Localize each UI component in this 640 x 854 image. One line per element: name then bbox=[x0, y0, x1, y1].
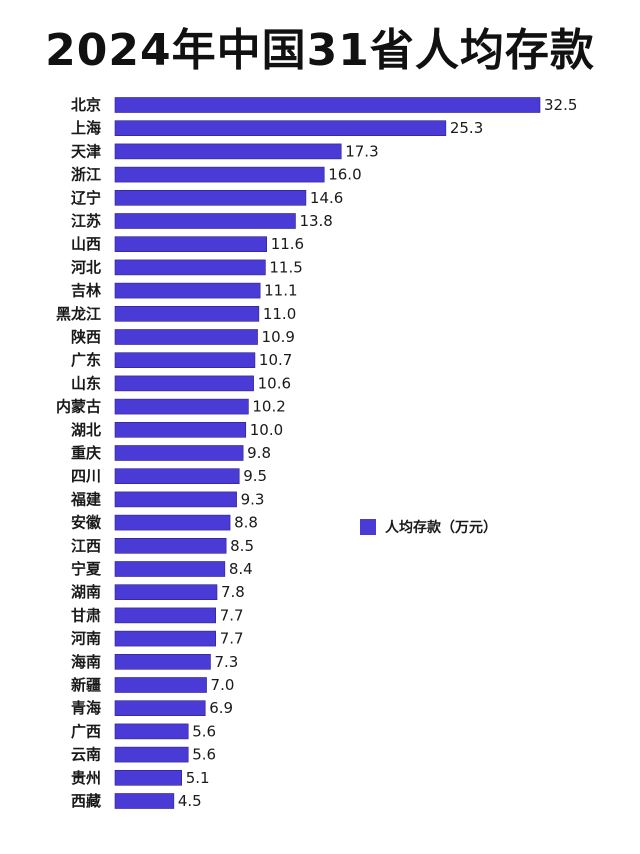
data-label: 10.7 bbox=[259, 351, 292, 369]
data-label: 7.8 bbox=[221, 583, 245, 601]
bar bbox=[114, 282, 261, 299]
data-label: 6.9 bbox=[209, 699, 233, 717]
bar bbox=[114, 97, 541, 113]
category-label: 河北 bbox=[71, 258, 101, 276]
chart-legend: 人均存款（万元） bbox=[360, 519, 497, 536]
category-label: 青海 bbox=[71, 699, 101, 717]
category-label: 贵州 bbox=[71, 769, 101, 787]
category-label: 广东 bbox=[71, 351, 101, 369]
category-label: 宁夏 bbox=[71, 560, 102, 578]
category-label: 湖北 bbox=[71, 421, 101, 439]
category-label: 广西 bbox=[71, 722, 101, 740]
category-label: 重庆 bbox=[71, 444, 101, 462]
category-label: 上海 bbox=[71, 119, 101, 137]
chart-title: 2024年中国31省人均存款 bbox=[45, 25, 595, 76]
bar bbox=[114, 166, 325, 183]
data-label: 17.3 bbox=[345, 142, 378, 160]
data-label: 5.6 bbox=[192, 746, 216, 764]
category-label: 新疆 bbox=[71, 676, 101, 694]
bar bbox=[114, 213, 296, 229]
category-label: 甘肃 bbox=[71, 606, 101, 624]
category-label: 江苏 bbox=[71, 212, 101, 230]
category-label: 辽宁 bbox=[71, 189, 101, 207]
bar bbox=[114, 630, 216, 647]
bar bbox=[114, 561, 226, 577]
data-label: 7.3 bbox=[214, 653, 238, 671]
data-label: 14.6 bbox=[310, 189, 343, 207]
data-label: 11.0 bbox=[263, 305, 296, 323]
category-label: 西藏 bbox=[71, 792, 101, 810]
data-label: 13.8 bbox=[299, 212, 332, 230]
bar bbox=[114, 653, 211, 670]
category-label: 北京 bbox=[71, 96, 101, 114]
bar bbox=[114, 468, 240, 485]
bar bbox=[114, 491, 237, 508]
bar bbox=[114, 700, 206, 717]
bar bbox=[114, 305, 260, 322]
bar bbox=[114, 120, 447, 136]
bar bbox=[114, 584, 218, 601]
data-label: 7.7 bbox=[220, 630, 244, 648]
bar bbox=[114, 352, 256, 369]
data-label: 9.5 bbox=[243, 467, 267, 485]
bar bbox=[114, 190, 307, 206]
category-label: 河南 bbox=[71, 630, 101, 648]
bar bbox=[114, 445, 244, 461]
data-label: 9.8 bbox=[247, 444, 271, 462]
data-label: 9.3 bbox=[241, 490, 265, 508]
category-label: 江西 bbox=[71, 537, 101, 555]
data-label: 11.6 bbox=[271, 235, 304, 253]
bars-layer: 北京 32.5 上海 25.3 天津 17.3 浙江 16.0 辽宁 14.6 江苏 13.8 山西 11… bbox=[56, 96, 577, 810]
data-label: 32.5 bbox=[544, 96, 577, 114]
data-label: 7.0 bbox=[211, 676, 235, 694]
bar bbox=[114, 375, 254, 392]
data-label: 16.0 bbox=[328, 166, 361, 184]
category-label: 湖南 bbox=[71, 583, 101, 601]
data-label: 11.1 bbox=[264, 282, 297, 300]
category-label: 山东 bbox=[71, 374, 101, 392]
bar bbox=[114, 143, 342, 160]
category-label: 内蒙古 bbox=[56, 398, 101, 416]
bar bbox=[114, 607, 216, 624]
bar bbox=[114, 677, 207, 693]
category-label: 四川 bbox=[71, 467, 101, 485]
bar bbox=[114, 421, 247, 438]
bar bbox=[114, 537, 227, 554]
bar bbox=[114, 746, 189, 763]
bar bbox=[114, 259, 266, 276]
legend-swatch bbox=[360, 519, 376, 535]
data-label: 10.2 bbox=[252, 398, 285, 416]
legend-label: 人均存款（万元） bbox=[385, 519, 497, 536]
data-label: 5.1 bbox=[186, 769, 210, 787]
data-label: 10.0 bbox=[250, 421, 283, 439]
category-label: 陕西 bbox=[71, 328, 101, 346]
data-label: 4.5 bbox=[178, 792, 202, 810]
data-label: 5.6 bbox=[192, 722, 216, 740]
bar bbox=[114, 329, 258, 345]
category-label: 山西 bbox=[71, 235, 101, 253]
bar bbox=[114, 236, 267, 252]
data-label: 10.9 bbox=[262, 328, 295, 346]
category-label: 黑龙江 bbox=[56, 305, 101, 323]
category-label: 天津 bbox=[71, 142, 101, 160]
data-label: 8.5 bbox=[230, 537, 254, 555]
bar bbox=[114, 723, 189, 740]
data-label: 7.7 bbox=[220, 606, 244, 624]
data-label: 11.5 bbox=[269, 258, 302, 276]
data-label: 8.4 bbox=[229, 560, 253, 578]
data-label: 10.6 bbox=[258, 374, 291, 392]
category-label: 安徽 bbox=[71, 514, 102, 532]
data-label: 8.8 bbox=[234, 514, 258, 532]
data-label: 25.3 bbox=[450, 119, 483, 137]
bar bbox=[114, 793, 175, 809]
category-label: 吉林 bbox=[71, 282, 102, 300]
bar bbox=[114, 769, 182, 786]
category-label: 云南 bbox=[71, 746, 101, 764]
bar bbox=[114, 514, 231, 531]
category-label: 海南 bbox=[71, 653, 101, 671]
bar bbox=[114, 398, 249, 415]
category-label: 浙江 bbox=[71, 166, 101, 184]
category-label: 福建 bbox=[70, 490, 102, 508]
